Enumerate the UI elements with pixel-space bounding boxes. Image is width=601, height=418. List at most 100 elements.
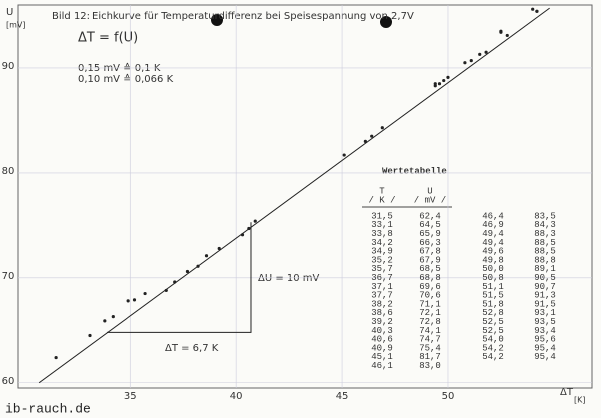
table-header: / mV / xyxy=(414,195,446,205)
title-prefix: Bild 12: xyxy=(52,11,90,22)
table-cell: 46,1 xyxy=(371,361,393,371)
table-cell: 45,1 xyxy=(371,352,393,362)
y-tick-label: 80 xyxy=(2,166,15,177)
data-point xyxy=(370,134,374,138)
table-header: / K / xyxy=(368,195,395,205)
table-cell: 34,2 xyxy=(371,238,393,248)
fit-line xyxy=(38,7,550,384)
y-axis-label: U xyxy=(6,7,13,18)
table-cell: 51,1 xyxy=(482,282,504,292)
watermark: ib-rauch.de xyxy=(5,401,91,416)
table-cell: 52,5 xyxy=(482,317,504,327)
x-tick-label: 35 xyxy=(124,391,137,402)
table-cell: 93,1 xyxy=(534,308,556,318)
table-cell: 88,8 xyxy=(534,255,556,265)
data-point xyxy=(103,319,107,323)
table-cell: 88,5 xyxy=(534,247,556,257)
data-point xyxy=(505,33,509,38)
x-tick-label: 40 xyxy=(230,391,243,402)
table-cell: 68,8 xyxy=(419,273,441,283)
table-cell: 40,6 xyxy=(371,335,393,345)
y-axis-unit: [mV] xyxy=(6,21,26,30)
table-cell: 88,3 xyxy=(534,229,556,239)
data-point xyxy=(437,82,442,86)
table-cell: 50,0 xyxy=(482,264,504,274)
delta-t-label: ΔT = 6,7 K xyxy=(165,343,219,354)
table-cell: 90,5 xyxy=(534,273,556,283)
data-point xyxy=(463,61,467,65)
table-cell: 67,8 xyxy=(419,247,441,257)
data-point xyxy=(54,355,58,360)
table-cell: 93,4 xyxy=(534,326,556,336)
table-cell: 69,6 xyxy=(419,282,441,292)
table-cell: 50,8 xyxy=(482,273,504,283)
table-cell: 39,2 xyxy=(371,317,393,327)
data-point xyxy=(535,9,539,13)
table-cell: 49,4 xyxy=(482,229,504,239)
x-axis-unit: [K] xyxy=(574,396,586,405)
table-cell: 74,7 xyxy=(419,335,441,345)
plot-frame xyxy=(17,4,593,389)
chart-title: Eichkurve für Temperaturdifferenz bei Sp… xyxy=(92,11,414,22)
formula: ΔT = f(U) xyxy=(78,31,138,46)
table-cell: 52,5 xyxy=(482,326,504,336)
table-cell: 35,2 xyxy=(371,255,393,265)
data-point xyxy=(433,82,437,86)
data-point xyxy=(342,153,346,157)
data-point xyxy=(499,30,503,34)
note: 0,10 mV ≙ 0,066 K xyxy=(78,73,174,85)
table-cell: 33,8 xyxy=(371,229,393,239)
table-cell: 67,9 xyxy=(419,255,441,265)
table-cell: 91,3 xyxy=(534,291,556,301)
table-cell: 54,2 xyxy=(482,352,504,362)
table-cell: 72,1 xyxy=(419,308,441,318)
data-point xyxy=(164,288,168,293)
table-cell: 54,2 xyxy=(482,343,504,353)
table-cell: 51,5 xyxy=(482,291,504,301)
punch-hole xyxy=(211,14,223,26)
table-cell: 34,9 xyxy=(371,247,393,257)
table-cell: 31,5 xyxy=(371,211,393,221)
data-point xyxy=(469,59,473,63)
x-tick-label: 50 xyxy=(442,391,455,402)
table-cell: 51,8 xyxy=(482,299,504,309)
table-cell: 36,7 xyxy=(371,273,393,283)
table-cell: 90,7 xyxy=(534,282,556,292)
data-point xyxy=(531,7,535,11)
table-title: Wertetabelle xyxy=(382,166,447,176)
table-cell: 37,7 xyxy=(371,291,393,301)
y-tick-label: 90 xyxy=(2,61,15,72)
data-point xyxy=(126,299,130,303)
table-cell: 70,6 xyxy=(419,291,441,301)
y-tick-label: 70 xyxy=(2,271,15,282)
table-cell: 52,8 xyxy=(482,308,504,318)
data-point xyxy=(240,233,245,237)
data-point xyxy=(217,246,221,251)
table-cell: 95,4 xyxy=(534,343,556,353)
table-cell: 40,9 xyxy=(371,343,393,353)
table-cell: 38,2 xyxy=(371,299,393,309)
table-cell: 37,1 xyxy=(371,282,393,292)
table-cell: 49,4 xyxy=(482,238,504,248)
table-cell: 65,9 xyxy=(419,229,441,239)
table-cell: 84,3 xyxy=(534,220,556,230)
y-tick-label: 60 xyxy=(2,376,15,387)
table-cell: 93,5 xyxy=(534,317,556,327)
punch-hole xyxy=(380,16,392,28)
table-cell: 81,7 xyxy=(419,352,441,362)
table-cell: 74,1 xyxy=(419,326,441,336)
data-point xyxy=(363,139,367,144)
table-cell: 49,6 xyxy=(482,247,504,257)
data-point xyxy=(446,75,450,80)
table-cell: 71,1 xyxy=(419,299,441,309)
table-cell: 66,3 xyxy=(419,238,441,248)
table-cell: 72,8 xyxy=(419,317,441,327)
table-cell: 64,5 xyxy=(419,220,441,230)
data-point xyxy=(111,315,115,319)
data-point xyxy=(132,298,137,302)
data-point xyxy=(253,219,257,223)
table-cell: 49,8 xyxy=(482,255,504,265)
table-cell: 35,7 xyxy=(371,264,393,274)
table-cell: 91,5 xyxy=(534,299,556,309)
